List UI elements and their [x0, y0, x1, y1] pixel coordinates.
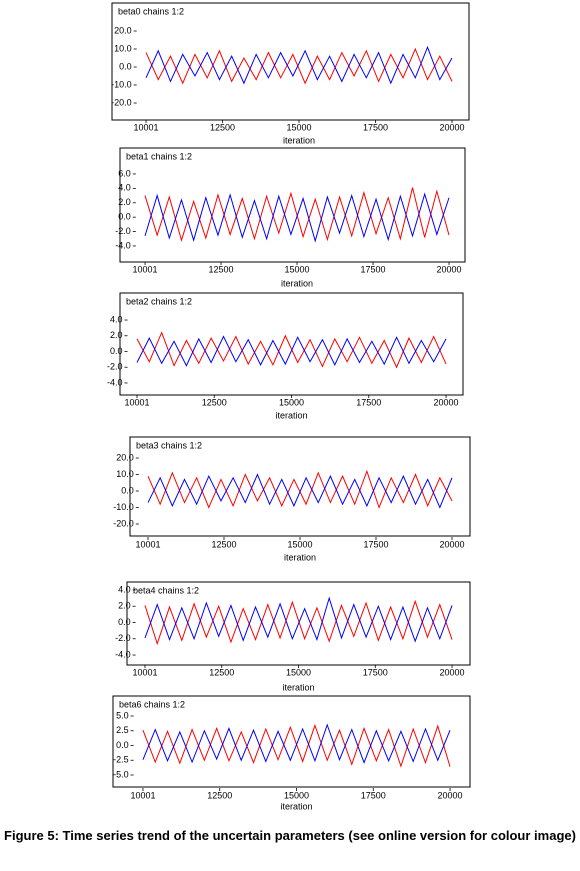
x-tick-label: 20000 — [440, 667, 465, 677]
x-axis-label: iteration — [283, 135, 315, 145]
x-tick-label: 15000 — [284, 264, 309, 274]
trace-line — [136, 331, 447, 369]
plot-frame — [129, 436, 471, 537]
y-tick-label: 4.0 — [110, 314, 123, 324]
y-tick-label: -20.0 — [111, 97, 132, 107]
plot-frame — [119, 292, 464, 396]
x-tick-label: 20000 — [438, 790, 463, 800]
x-tick-label: 17500 — [360, 264, 385, 274]
y-tick-label: -20.0 — [113, 518, 134, 528]
x-tick-label: 12500 — [208, 264, 233, 274]
x-tick-label: 12500 — [202, 397, 227, 407]
x-axis-label: iteration — [284, 552, 316, 562]
y-tick-label: -4.0 — [115, 649, 131, 659]
x-axis-label: iteration — [275, 410, 307, 420]
y-tick-label: -5.0 — [113, 769, 129, 779]
x-tick-label: 10001 — [132, 667, 157, 677]
x-tick-label: 10001 — [130, 790, 155, 800]
x-tick-label: 10001 — [136, 539, 161, 549]
plot-frame — [111, 2, 470, 121]
x-axis-label: iteration — [282, 682, 314, 692]
x-tick-label: 17500 — [356, 397, 381, 407]
panel: beta1 chains 1:2 6.0 4.0 2.0 0.0 -2.0 -4.0 1000… — [115, 147, 466, 288]
plot-frame — [112, 695, 471, 788]
y-tick-label: 2.0 — [110, 330, 123, 340]
x-tick-label: 20000 — [439, 122, 464, 132]
y-tick-label: 2.0 — [118, 197, 131, 207]
y-tick-label: -4.0 — [107, 377, 123, 387]
x-tick-label: 15000 — [286, 667, 311, 677]
x-axis-label: iteration — [280, 801, 312, 811]
trace-line — [147, 473, 453, 509]
y-tick-label: 0.0 — [116, 740, 129, 750]
y-tick-label: 20.0 — [116, 452, 134, 462]
panel: beta3 chains 1:220.0 10.0 0.0 -10.0 -20.0 100… — [113, 436, 471, 562]
y-tick-label: 10.0 — [114, 43, 132, 53]
y-tick-label: 2.0 — [118, 601, 131, 611]
panel: beta0 chains 1:2 20.0 10.0 0.0 -10.0 -20.0 100… — [111, 2, 470, 145]
x-tick-label: 10001 — [124, 397, 149, 407]
x-tick-label: 20000 — [439, 539, 464, 549]
x-tick-label: 12500 — [207, 790, 232, 800]
y-tick-label: 0.0 — [118, 212, 131, 222]
trace-line — [144, 192, 450, 243]
y-tick-label: 2.5 — [116, 725, 129, 735]
panel-title: beta1 chains 1:2 — [126, 151, 192, 161]
trace-line — [145, 47, 453, 85]
x-tick-label: 12500 — [209, 667, 234, 677]
y-tick-label: 0.0 — [121, 485, 134, 495]
y-tick-label: 4.0 — [118, 183, 131, 193]
y-tick-label: -2.0 — [107, 362, 123, 372]
x-axis-label: iteration — [281, 278, 313, 288]
y-tick-label: -10.0 — [113, 502, 134, 512]
y-tick-label: -2.0 — [115, 633, 131, 643]
trace-line — [136, 335, 447, 367]
panel-title: beta2 chains 1:2 — [126, 296, 192, 306]
trace-line — [144, 596, 453, 643]
x-tick-label: 10001 — [134, 122, 159, 132]
y-tick-label: -2.5 — [113, 755, 129, 765]
y-tick-label: 5.0 — [116, 710, 129, 720]
x-tick-label: 15000 — [286, 122, 311, 132]
y-tick-label: 0.0 — [110, 346, 123, 356]
y-tick-label: -2.0 — [115, 226, 131, 236]
x-tick-label: 20000 — [434, 397, 459, 407]
y-tick-label: 0.0 — [119, 61, 132, 71]
trace-line — [142, 723, 451, 765]
y-tick-label: -4.0 — [115, 240, 131, 250]
y-tick-label: 6.0 — [118, 168, 131, 178]
panel-title: beta0 chains 1:2 — [118, 6, 184, 16]
x-tick-label: 10001 — [133, 264, 158, 274]
x-tick-label: 12500 — [210, 122, 235, 132]
figure: beta0 chains 1:2 20.0 10.0 0.0 -10.0 -20.0 100… — [107, 2, 471, 811]
y-tick-label: 4.0 — [118, 584, 131, 594]
x-tick-label: 17500 — [363, 667, 388, 677]
x-tick-label: 15000 — [279, 397, 304, 407]
panel-title: beta3 chains 1:2 — [136, 440, 202, 450]
x-tick-label: 17500 — [361, 790, 386, 800]
x-tick-label: 20000 — [436, 264, 461, 274]
panel-title: beta6 chains 1:2 — [119, 699, 185, 709]
x-tick-label: 17500 — [363, 539, 388, 549]
y-tick-label: 10.0 — [116, 469, 134, 479]
y-tick-label: 0.0 — [118, 617, 131, 627]
panel: beta6 chains 1:25.0 2.5 0.0 -2.5 -5.0 10001 12… — [112, 695, 471, 811]
x-tick-label: 15000 — [284, 790, 309, 800]
x-tick-label: 12500 — [211, 539, 236, 549]
figure-caption: Figure 5: Time series trend of the uncer… — [4, 828, 576, 843]
y-tick-label: 20.0 — [114, 25, 132, 35]
x-tick-label: 17500 — [363, 122, 388, 132]
x-tick-label: 15000 — [287, 539, 312, 549]
panel-title: beta4 chains 1:2 — [133, 585, 199, 595]
trace-line — [144, 599, 453, 646]
plot-frame — [119, 147, 466, 263]
y-tick-label: -10.0 — [111, 79, 132, 89]
trace-line — [145, 45, 453, 85]
